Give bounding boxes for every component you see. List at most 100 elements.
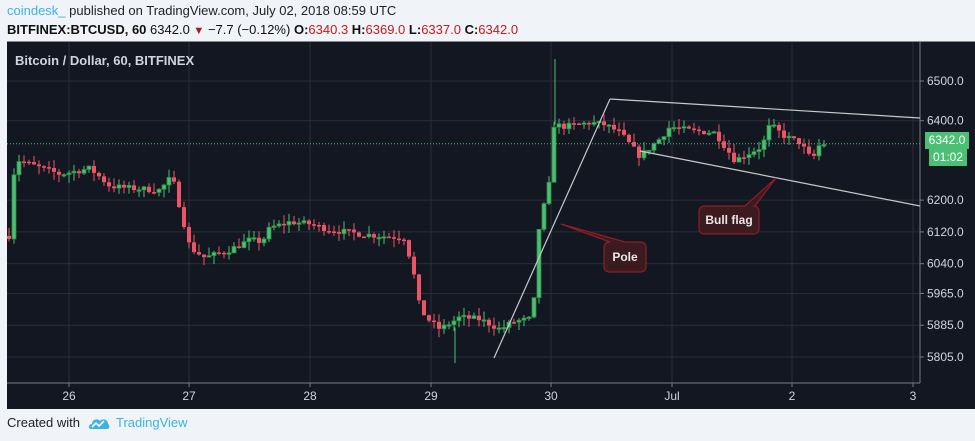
- candle-up: [11, 174, 17, 240]
- candle-down: [322, 225, 326, 232]
- flag-upper-trendline[interactable]: [609, 98, 921, 119]
- candle-down: [812, 153, 816, 156]
- candle-up: [771, 124, 777, 127]
- high-label: H:: [351, 22, 366, 37]
- candle-down: [562, 123, 566, 129]
- candle-down: [122, 184, 126, 188]
- candle-up: [441, 324, 447, 330]
- candle-down: [577, 123, 581, 126]
- symbol-name: BITFINEX:BTCUSD, 60: [7, 22, 147, 37]
- candle-up: [606, 124, 612, 127]
- candle-down: [257, 237, 261, 243]
- bull-flag-callout[interactable]: Bull flag: [698, 177, 777, 235]
- open-value: 6340.3: [308, 22, 349, 37]
- candle-up: [501, 327, 507, 330]
- author-link[interactable]: coindesk_: [7, 3, 66, 18]
- candle-up: [591, 122, 597, 125]
- bar-countdown-tag: 01:02: [929, 149, 967, 166]
- candle-down: [732, 152, 736, 163]
- candle-down: [742, 157, 746, 159]
- candle-down: [622, 129, 626, 135]
- candle-down: [327, 231, 331, 233]
- candle-down: [337, 232, 341, 234]
- candle-down: [392, 237, 396, 239]
- candle-down: [807, 146, 811, 154]
- candle-down: [57, 171, 61, 175]
- candle-up: [566, 122, 572, 130]
- tradingview-link[interactable]: TradingView: [115, 415, 188, 430]
- candle-up: [641, 150, 647, 159]
- candle-up: [711, 131, 717, 134]
- time-axis-label: 3: [910, 389, 917, 403]
- candle-up: [156, 188, 162, 193]
- candle-up: [66, 172, 72, 175]
- candle-down: [432, 320, 436, 323]
- candle-up: [246, 237, 252, 243]
- candle-down: [677, 127, 681, 129]
- candle-down: [422, 300, 426, 316]
- candle-up: [206, 255, 212, 258]
- candlestick-chart[interactable]: 6500.0 6400.0 6200.0 6120.0 6040.0 5965.0 5885…: [7, 42, 975, 409]
- candle-up: [251, 237, 257, 240]
- candle-up: [481, 319, 487, 322]
- candle-up: [541, 203, 547, 230]
- candle-up: [461, 314, 467, 318]
- candle-down: [217, 252, 221, 254]
- last-price: 6342.0: [150, 22, 190, 37]
- candle-down: [282, 223, 286, 226]
- close-label: C:: [464, 22, 479, 37]
- candle-up: [526, 316, 532, 319]
- candle-up: [86, 165, 92, 170]
- candle-up: [126, 185, 132, 188]
- price-axis-label: 5885.0: [927, 318, 964, 332]
- chart-panel[interactable]: 6500.0 6400.0 6200.0 6120.0 6040.0 5965.0 5885…: [7, 41, 975, 409]
- publish-info: coindesk_ published on TradingView.com, …: [7, 3, 396, 18]
- candle-down: [687, 126, 691, 129]
- created-with-label: Created with: [7, 415, 80, 430]
- candle-down: [187, 227, 191, 243]
- price-axis-label: 6040.0: [927, 257, 964, 271]
- candle-down: [512, 322, 516, 324]
- candle-down: [727, 147, 731, 153]
- low-label: L:: [408, 22, 422, 37]
- pole-trendline[interactable]: [493, 98, 611, 359]
- candle-up: [71, 170, 77, 174]
- candle-down: [362, 236, 366, 239]
- pole-callout[interactable]: Pole: [560, 223, 647, 273]
- candle-up: [61, 174, 67, 177]
- candle-up: [821, 144, 827, 147]
- candle-down: [352, 229, 356, 233]
- candle-down: [222, 252, 226, 255]
- candle-up: [301, 220, 307, 224]
- candle-up: [646, 149, 652, 153]
- candle-up: [136, 189, 142, 192]
- candle-down: [402, 239, 406, 242]
- candle-up: [286, 221, 292, 226]
- candle-down: [202, 254, 206, 258]
- candle-up: [116, 184, 122, 189]
- candle-down: [697, 129, 701, 132]
- candle-down: [397, 238, 401, 241]
- candle-down: [102, 176, 106, 183]
- candle-up: [521, 317, 527, 321]
- time-axis-label: 2: [789, 389, 796, 403]
- open-label: O:: [293, 22, 309, 37]
- price-axis-label: 6120.0: [927, 225, 964, 239]
- low-value: 6337.0: [421, 22, 461, 37]
- candle-down: [32, 162, 36, 165]
- candle-down: [692, 128, 696, 131]
- candle-up: [226, 252, 232, 255]
- close-value: 6342.0: [478, 22, 519, 37]
- candle-up: [366, 233, 372, 238]
- time-axis-label: 26: [62, 389, 76, 403]
- candle-down: [7, 235, 11, 239]
- candle-down: [407, 240, 411, 257]
- candle-up: [536, 228, 542, 299]
- candle-down: [702, 131, 706, 135]
- candle-up: [211, 251, 217, 257]
- candle-up: [531, 297, 537, 318]
- flag-lower-trendline[interactable]: [639, 150, 921, 207]
- time-axis-label: 27: [182, 389, 196, 403]
- candle-up: [166, 177, 172, 186]
- candle-down: [632, 141, 636, 147]
